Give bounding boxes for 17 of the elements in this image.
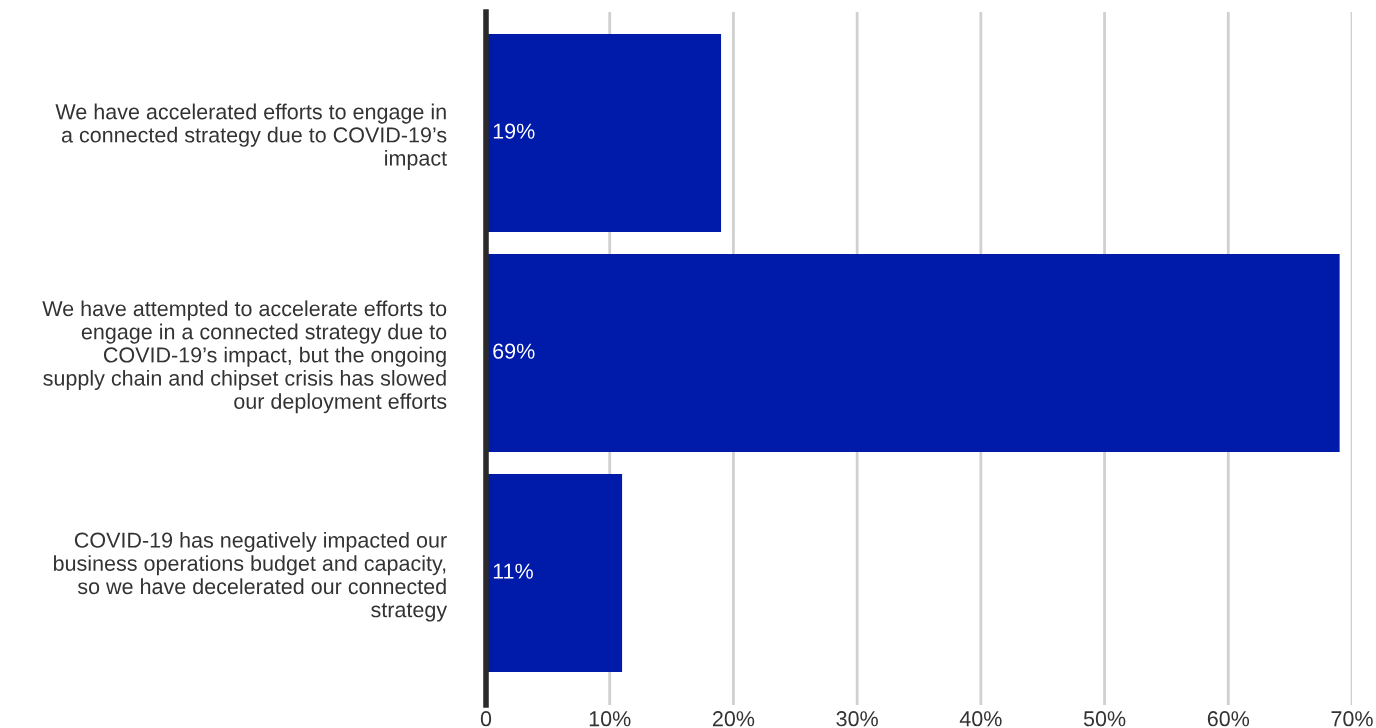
x-tick-label: 10% [589,711,631,727]
bar [486,34,722,232]
bar [486,254,1340,452]
y-tick-label: We have accelerated efforts to engage in a connected strategy due to COVID-19’s impact [55,103,447,171]
x-tick-label: 60% [1207,711,1250,727]
x-tick-label: 20% [712,711,755,727]
x-tick-label: 70% [1331,711,1373,727]
x-tick-label: 30% [836,711,878,727]
x-tick-label: 40% [959,711,1002,727]
x-tick-label: 0 [480,711,492,727]
bar [486,474,623,672]
y-tick-label: COVID-19 has negatively impacted our business operations budget and capacity, so we have decelerated our connected strategy [53,531,448,622]
data-label: 69% [493,343,535,359]
y-tick-label: We have attempted to accelerate efforts to engage in a connected strategy due to COVID-19’s impact, but the ongoing supply chain and chipset crisis has slowed our deployment efforts [42,300,447,414]
x-tick-label: 50% [1083,711,1126,727]
data-label: 19% [493,123,535,139]
data-label: 11% [493,563,533,579]
